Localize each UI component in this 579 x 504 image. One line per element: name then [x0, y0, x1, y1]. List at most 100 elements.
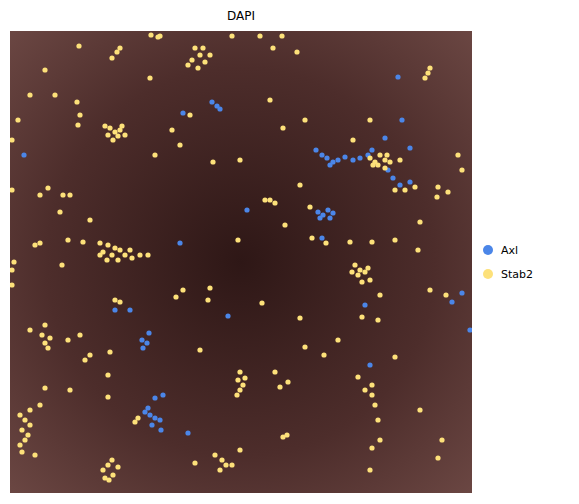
- point: [10, 282, 15, 287]
- title: DAPI: [227, 9, 255, 23]
- point: [67, 387, 72, 392]
- point: [197, 52, 202, 57]
- point: [435, 455, 440, 460]
- point: [347, 239, 352, 244]
- point: [37, 402, 42, 407]
- point: [325, 207, 330, 212]
- point: [202, 59, 207, 64]
- point: [127, 247, 132, 252]
- series-points: [10, 32, 465, 482]
- point: [149, 422, 154, 427]
- point: [22, 437, 27, 442]
- point: [235, 377, 240, 382]
- point: [357, 155, 362, 160]
- point: [422, 75, 427, 80]
- legend-label: Stab2: [501, 268, 533, 281]
- point: [367, 362, 372, 367]
- point: [102, 123, 107, 128]
- point: [148, 32, 153, 37]
- point: [377, 292, 382, 297]
- point: [390, 175, 395, 180]
- point: [192, 460, 197, 465]
- point: [152, 152, 157, 157]
- point: [107, 125, 112, 130]
- point: [415, 247, 420, 252]
- point: [280, 125, 285, 130]
- point: [359, 279, 364, 284]
- point: [152, 415, 157, 420]
- point: [42, 322, 47, 327]
- point: [180, 287, 185, 292]
- point: [209, 99, 214, 104]
- point: [272, 200, 277, 205]
- point: [127, 307, 132, 312]
- point: [319, 152, 324, 157]
- point: [105, 394, 110, 399]
- point: [439, 437, 444, 442]
- point: [369, 382, 374, 387]
- point: [144, 340, 149, 345]
- point: [109, 55, 114, 60]
- point: [187, 112, 192, 117]
- point: [17, 412, 22, 417]
- point: [375, 317, 380, 322]
- point: [132, 419, 137, 424]
- point: [280, 434, 285, 439]
- point: [87, 352, 92, 357]
- point: [321, 352, 326, 357]
- point: [277, 384, 282, 389]
- point: [173, 294, 178, 299]
- point: [10, 187, 15, 192]
- point: [397, 182, 402, 187]
- point: [375, 162, 380, 167]
- series-points: [21, 74, 472, 435]
- point: [367, 117, 372, 122]
- point: [15, 117, 20, 122]
- point: [270, 45, 275, 50]
- point: [10, 267, 15, 272]
- point: [109, 252, 114, 257]
- point: [11, 259, 16, 264]
- point: [357, 267, 362, 272]
- points: [10, 32, 472, 482]
- point: [272, 369, 277, 374]
- legend-marker: [483, 269, 493, 279]
- point: [77, 112, 82, 117]
- point: [147, 412, 152, 417]
- point: [369, 147, 374, 152]
- point: [105, 242, 110, 247]
- point: [234, 392, 239, 397]
- point: [297, 315, 302, 320]
- point: [139, 337, 144, 342]
- point: [45, 345, 50, 350]
- point: [42, 385, 47, 390]
- point: [97, 240, 102, 245]
- point: [425, 70, 430, 75]
- point: [313, 147, 318, 152]
- point: [362, 302, 367, 307]
- point: [105, 132, 110, 137]
- point: [27, 422, 32, 427]
- point: [335, 337, 340, 342]
- point: [223, 462, 228, 467]
- point: [244, 207, 249, 212]
- point: [297, 182, 302, 187]
- point: [112, 297, 117, 302]
- point: [110, 137, 115, 142]
- legend-marker: [483, 245, 493, 255]
- point: [397, 157, 402, 162]
- point: [302, 344, 307, 349]
- point: [147, 75, 152, 80]
- point: [257, 33, 262, 38]
- point: [294, 49, 299, 54]
- point: [115, 257, 120, 262]
- point: [22, 417, 27, 422]
- point: [37, 192, 42, 197]
- point: [335, 157, 340, 162]
- point: [407, 145, 412, 150]
- point: [459, 290, 464, 295]
- point: [217, 106, 222, 111]
- point: [27, 407, 32, 412]
- point: [367, 155, 372, 160]
- point: [195, 65, 200, 70]
